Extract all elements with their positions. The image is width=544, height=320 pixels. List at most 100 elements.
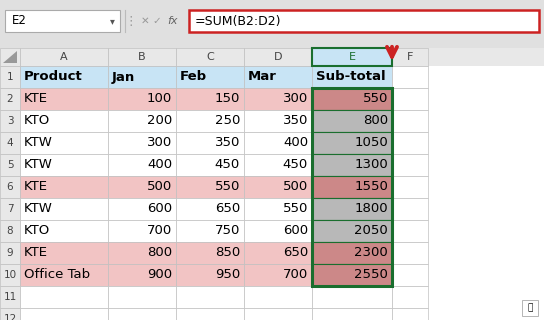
Bar	[244, 198, 312, 220]
Text: KTO: KTO	[24, 115, 50, 127]
Text: 700: 700	[283, 268, 308, 282]
Bar	[108, 264, 176, 286]
Bar	[392, 110, 428, 132]
Bar	[0, 48, 20, 66]
Bar	[108, 220, 176, 242]
Text: 600: 600	[147, 203, 172, 215]
Bar	[176, 242, 244, 264]
Bar	[244, 308, 312, 320]
Text: Jan: Jan	[112, 70, 135, 84]
Bar	[392, 220, 428, 242]
Text: 3: 3	[7, 116, 13, 126]
Text: 550: 550	[283, 203, 308, 215]
Bar	[392, 242, 428, 264]
Bar	[244, 264, 312, 286]
Bar	[312, 88, 392, 110]
Bar	[244, 286, 312, 308]
Text: 150: 150	[215, 92, 240, 106]
Bar	[0, 48, 544, 66]
Bar	[0, 110, 20, 132]
Bar	[312, 110, 392, 132]
Text: 1050: 1050	[354, 137, 388, 149]
Bar	[312, 264, 392, 286]
Bar	[392, 286, 428, 308]
Bar	[176, 286, 244, 308]
Text: 900: 900	[147, 268, 172, 282]
Bar	[244, 48, 312, 66]
Text: 800: 800	[147, 246, 172, 260]
Text: 2300: 2300	[354, 246, 388, 260]
Bar	[312, 88, 392, 286]
Text: ✓: ✓	[153, 16, 162, 26]
Bar	[312, 48, 392, 66]
Text: 850: 850	[215, 246, 240, 260]
Bar	[176, 176, 244, 198]
Text: KTE: KTE	[24, 92, 48, 106]
Bar	[20, 242, 108, 264]
Text: Product: Product	[24, 70, 83, 84]
Bar	[312, 48, 392, 66]
Bar	[189, 10, 539, 32]
Bar	[312, 286, 392, 308]
Text: 📋: 📋	[527, 303, 533, 313]
Bar	[0, 132, 20, 154]
Bar	[176, 198, 244, 220]
Bar	[20, 110, 108, 132]
Bar	[392, 176, 428, 198]
Bar	[392, 154, 428, 176]
Text: 200: 200	[147, 115, 172, 127]
Text: 1: 1	[7, 72, 13, 82]
Bar	[312, 66, 392, 88]
Bar	[20, 48, 108, 66]
Bar	[108, 88, 176, 110]
Bar	[244, 66, 312, 88]
Text: Sub-total: Sub-total	[316, 70, 386, 84]
Bar	[0, 0, 544, 48]
Bar	[20, 66, 108, 88]
Bar	[244, 176, 312, 198]
Bar	[392, 66, 428, 88]
Polygon shape	[3, 51, 17, 63]
Bar	[20, 176, 108, 198]
Bar	[392, 88, 428, 110]
Bar	[176, 308, 244, 320]
Bar	[312, 308, 392, 320]
Text: KTW: KTW	[24, 203, 53, 215]
Text: 7: 7	[7, 204, 13, 214]
Text: 2550: 2550	[354, 268, 388, 282]
Text: 2: 2	[7, 94, 13, 104]
Text: F: F	[407, 52, 413, 62]
Bar	[0, 308, 20, 320]
Bar	[108, 198, 176, 220]
Text: 500: 500	[283, 180, 308, 194]
Text: 1550: 1550	[354, 180, 388, 194]
Text: E2: E2	[12, 14, 27, 28]
Text: 350: 350	[283, 115, 308, 127]
Text: 650: 650	[283, 246, 308, 260]
Bar	[20, 308, 108, 320]
Text: 650: 650	[215, 203, 240, 215]
Text: 9: 9	[7, 248, 13, 258]
Bar	[176, 88, 244, 110]
Bar	[0, 220, 20, 242]
Text: fx: fx	[168, 16, 178, 26]
Bar	[522, 300, 538, 316]
Bar	[176, 66, 244, 88]
Bar	[312, 242, 392, 264]
Bar	[312, 132, 392, 154]
Bar	[20, 198, 108, 220]
Bar	[244, 154, 312, 176]
Text: 800: 800	[363, 115, 388, 127]
Text: ⋮: ⋮	[125, 14, 137, 28]
Text: A: A	[60, 52, 68, 62]
Bar	[312, 154, 392, 176]
Bar	[244, 110, 312, 132]
Bar	[0, 66, 20, 320]
Bar	[176, 48, 244, 66]
Text: C: C	[206, 52, 214, 62]
Text: D: D	[274, 52, 282, 62]
Bar	[108, 286, 176, 308]
Text: 550: 550	[215, 180, 240, 194]
Bar	[0, 88, 20, 110]
Bar	[176, 154, 244, 176]
